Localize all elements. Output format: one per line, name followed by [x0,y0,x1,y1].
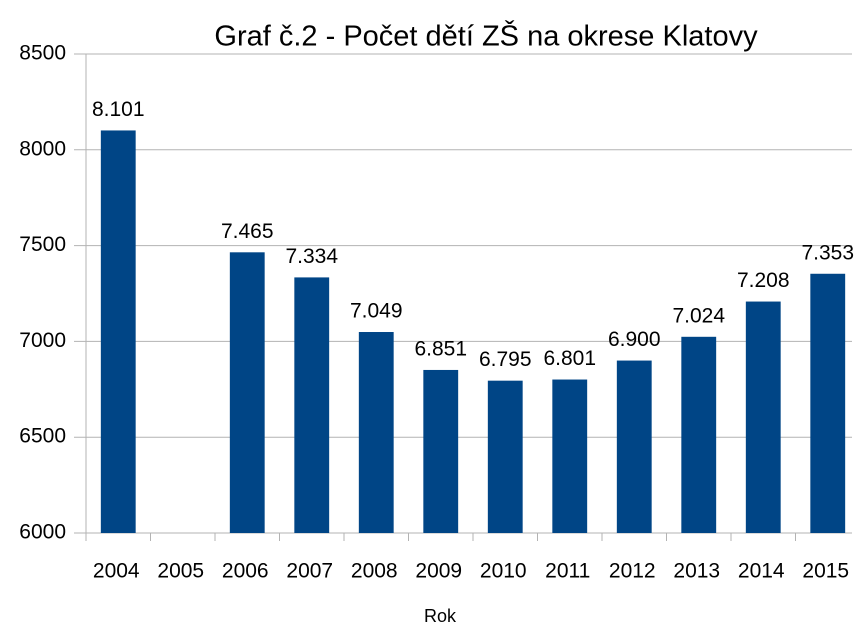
value-label: 6.795 [479,348,532,371]
y-tick-label: 8500 [19,42,66,65]
x-tick-label: 2015 [802,560,849,583]
value-label: 7.024 [672,304,725,327]
value-label: 7.353 [801,241,854,264]
bar [100,130,136,533]
bar [423,369,459,533]
y-tick-label: 6000 [19,521,66,544]
x-tick-label: 2005 [157,560,204,583]
value-label: 6.801 [543,347,596,370]
y-tick-label: 7000 [19,329,66,352]
x-axis-label: Rok [424,606,457,625]
bar [294,277,330,533]
x-tick-label: 2014 [738,560,785,583]
x-tick-label: 2004 [93,560,140,583]
x-tick-label: 2013 [673,560,720,583]
x-tick-label: 2010 [480,560,527,583]
x-tick-label: 2009 [415,560,462,583]
x-tick-label: 2006 [222,560,269,583]
bar [358,332,394,533]
bar [229,252,265,533]
bar [552,379,588,533]
value-label: 6.851 [414,337,467,360]
bar [487,380,523,533]
x-tick-label: 2008 [351,560,398,583]
y-tick-label: 8000 [19,137,66,160]
chart-title: Graf č.2 - Počet dětí ZŠ na okrese Klato… [214,19,758,53]
bar [616,360,652,533]
bar [810,273,846,533]
bar [745,301,781,533]
value-label: 7.049 [350,300,403,323]
x-tick-label: 2007 [286,560,333,583]
bar [681,336,717,533]
value-label: 7.465 [221,220,274,243]
x-tick-label: 2011 [545,560,590,583]
value-label: 7.208 [737,269,790,292]
value-label: 6.900 [608,328,661,351]
y-tick-label: 7500 [19,233,66,256]
x-tick-label: 2012 [609,560,656,583]
value-label: 7.334 [285,245,338,268]
y-tick-label: 6500 [19,425,66,448]
value-label: 8.101 [92,98,145,121]
